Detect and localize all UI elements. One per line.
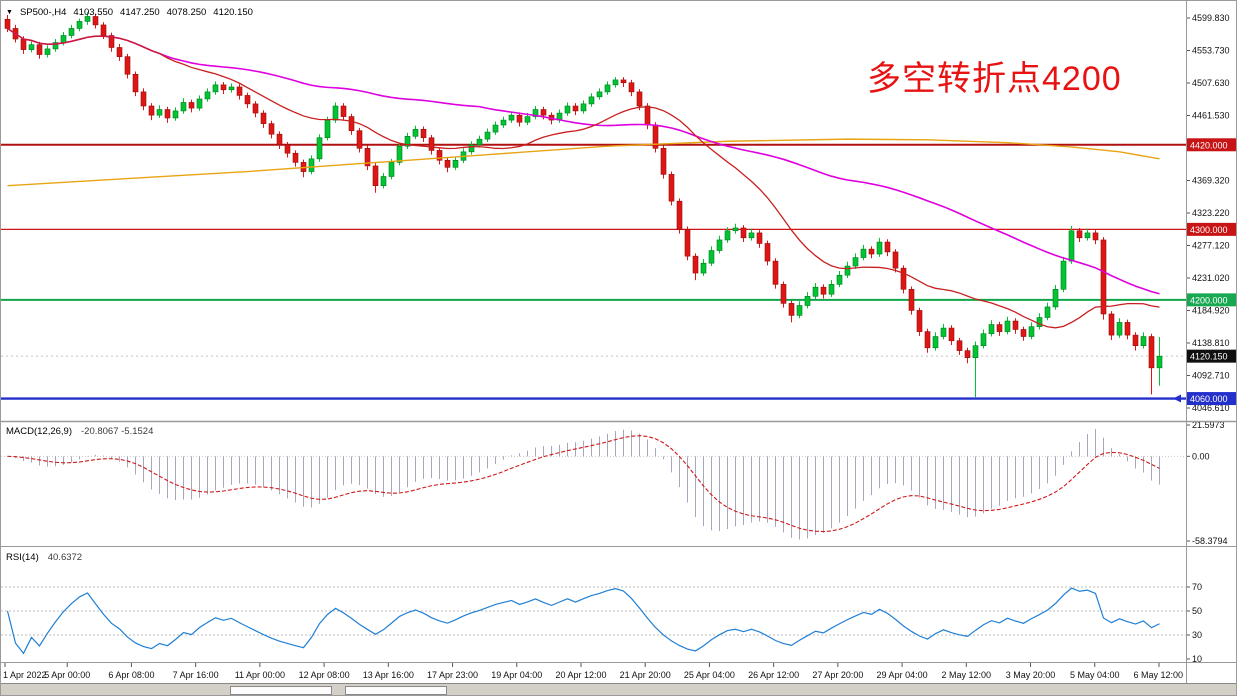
moving-averages (7, 27, 1160, 329)
svg-text:4420.000: 4420.000 (1190, 140, 1228, 150)
svg-text:4184.920: 4184.920 (1192, 305, 1230, 315)
svg-text:3 May 20:00: 3 May 20:00 (1006, 670, 1056, 680)
price-badge-4200.000 (1187, 293, 1236, 307)
svg-text:20 Apr 12:00: 20 Apr 12:00 (555, 670, 606, 680)
price-badge-4060.000 (1187, 392, 1236, 406)
macd-indicator-label: MACD(12,26,9) -20.8067 -5.1524 (6, 426, 153, 437)
svg-text:17 Apr 23:00: 17 Apr 23:00 (427, 670, 478, 680)
macd-label: MACD(12,26,9) (6, 426, 72, 437)
rsi-value: 40.6372 (47, 552, 83, 563)
svg-text:4300.000: 4300.000 (1190, 225, 1228, 235)
svg-text:4507.630: 4507.630 (1192, 78, 1230, 88)
svg-text:4231.020: 4231.020 (1192, 273, 1230, 283)
svg-text:4120.150: 4120.150 (1190, 352, 1228, 362)
symbol-bar: ▼ SP500-,H4 4103.550 4147.250 4078.250 4… (6, 7, 253, 18)
svg-text:6 Apr 08:00: 6 Apr 08:00 (108, 670, 154, 680)
price-axis: 4599.8304553.7304507.6304461.5304415.420… (1186, 13, 1236, 413)
svg-text:13 Apr 16:00: 13 Apr 16:00 (363, 670, 414, 680)
svg-text:70: 70 (1192, 582, 1202, 592)
svg-text:25 Apr 04:00: 25 Apr 04:00 (684, 670, 735, 680)
horizontal-level-lines[interactable] (1, 143, 1186, 403)
price-badge-4120.150 (1187, 349, 1236, 363)
svg-text:4599.830: 4599.830 (1192, 13, 1230, 23)
svg-text:1 Apr 2022: 1 Apr 2022 (3, 670, 47, 680)
svg-text:2 May 12:00: 2 May 12:00 (942, 670, 992, 680)
svg-text:4461.530: 4461.530 (1192, 110, 1230, 120)
svg-text:4060.000: 4060.000 (1190, 394, 1228, 404)
chart-canvas[interactable]: 21.5973 0.00 -58.3794 70 50 30 10 4599.830 4553.… (1, 1, 1237, 683)
svg-text:21.5973: 21.5973 (1192, 420, 1225, 430)
statusbar-segment-1[interactable] (230, 686, 332, 695)
svg-text:19 Apr 04:00: 19 Apr 04:00 (491, 670, 542, 680)
svg-text:26 Apr 12:00: 26 Apr 12:00 (748, 670, 799, 680)
price-badge-4300.000 (1187, 222, 1236, 236)
panel-separators (1, 1, 1236, 683)
status-bar (1, 683, 1236, 695)
svg-text:0.00: 0.00 (1192, 451, 1210, 461)
svg-text:4200.000: 4200.000 (1190, 295, 1228, 305)
svg-text:4323.220: 4323.220 (1192, 208, 1230, 218)
svg-text:4046.610: 4046.610 (1192, 403, 1230, 413)
collapse-chart-icon[interactable]: ▼ (6, 9, 13, 16)
svg-text:7 Apr 16:00: 7 Apr 16:00 (173, 670, 219, 680)
svg-text:5 Apr 00:00: 5 Apr 00:00 (44, 670, 90, 680)
macd-panel: 21.5973 0.00 -58.3794 (1, 420, 1228, 546)
rsi-panel: 70 50 30 10 (1, 582, 1202, 664)
svg-text:4553.730: 4553.730 (1192, 45, 1230, 55)
statusbar-segment-2[interactable] (345, 686, 447, 695)
svg-text:50: 50 (1192, 606, 1202, 616)
svg-text:29 Apr 04:00: 29 Apr 04:00 (877, 670, 928, 680)
svg-text:6 May 12:00: 6 May 12:00 (1133, 670, 1183, 680)
svg-text:4277.120: 4277.120 (1192, 240, 1230, 250)
svg-text:10: 10 (1192, 654, 1202, 664)
svg-text:-58.3794: -58.3794 (1192, 536, 1228, 546)
macd-values: -20.8067 -5.1524 (81, 426, 154, 437)
ohlc-open: 4103.550 (73, 7, 114, 18)
candlesticks[interactable] (4, 12, 1163, 398)
ohlc-high: 4147.250 (120, 7, 160, 18)
price-badge-4420.000 (1187, 138, 1236, 152)
svg-text:12 Apr 08:00: 12 Apr 08:00 (299, 670, 350, 680)
svg-text:11 Apr 00:00: 11 Apr 00:00 (235, 670, 285, 680)
svg-text:30: 30 (1192, 630, 1202, 640)
svg-text:27 Apr 20:00: 27 Apr 20:00 (812, 670, 863, 680)
svg-text:5 May 04:00: 5 May 04:00 (1070, 670, 1120, 680)
rsi-label: RSI(14) (6, 552, 39, 563)
svg-text:4369.320: 4369.320 (1192, 176, 1230, 186)
rsi-indicator-label: RSI(14) 40.6372 (6, 552, 82, 563)
svg-text:4092.710: 4092.710 (1192, 371, 1230, 381)
ohlc-close: 4120.150 (213, 7, 253, 18)
symbol-timeframe: SP500-,H4 (19, 7, 67, 18)
ohlc-low: 4078.250 (166, 7, 207, 18)
svg-text:4138.810: 4138.810 (1192, 338, 1230, 348)
svg-text:21 Apr 20:00: 21 Apr 20:00 (620, 670, 671, 680)
